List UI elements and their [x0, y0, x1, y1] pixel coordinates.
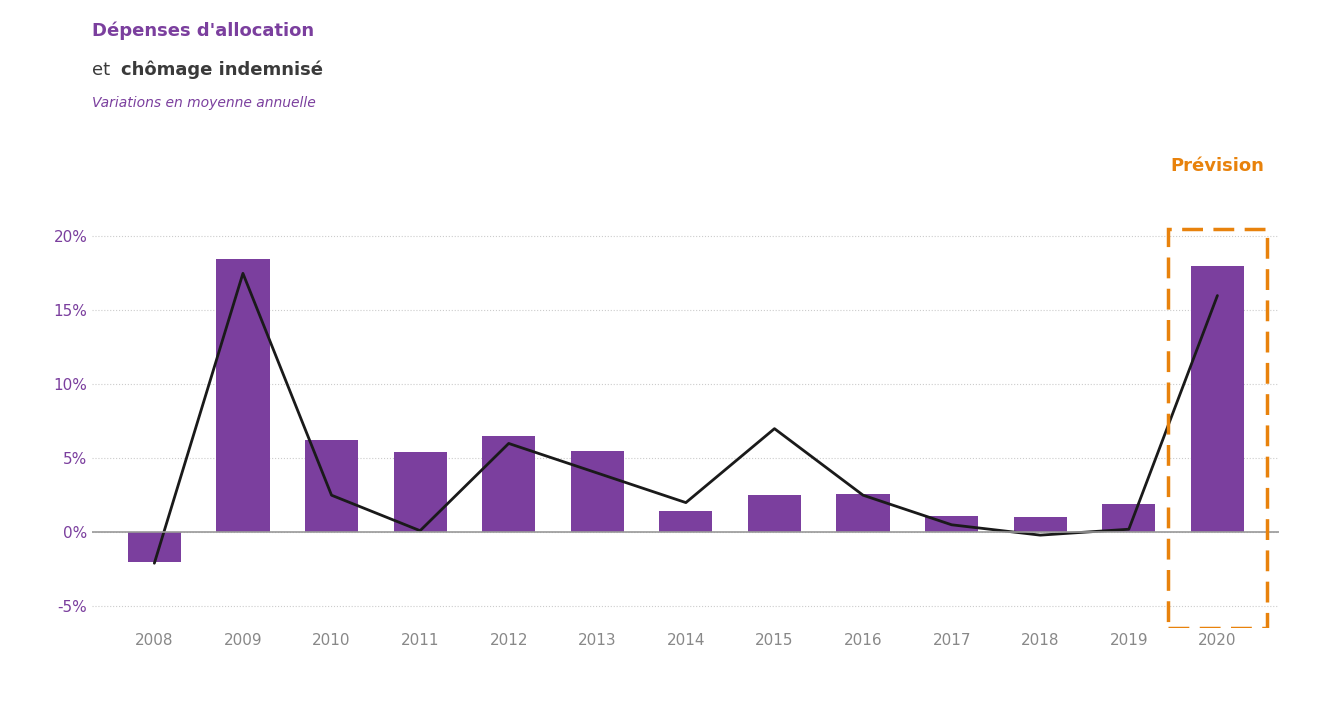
Bar [1103, 504, 1155, 532]
Bar [393, 453, 447, 532]
Legend: Dépenses d'allocation, Effectifs de chômeurs indemnisés: Dépenses d'allocation, Effectifs de chôm… [404, 708, 968, 714]
Text: Dépenses d'allocation: Dépenses d'allocation [92, 21, 314, 40]
Bar [483, 436, 536, 532]
Bar [1191, 266, 1244, 532]
Bar [836, 494, 889, 532]
Text: Variations en moyenne annuelle: Variations en moyenne annuelle [92, 96, 317, 111]
Bar [1167, 229, 1268, 628]
Bar [216, 258, 269, 532]
Bar [571, 451, 624, 532]
Bar [128, 532, 181, 562]
Bar [748, 496, 801, 532]
Text: et: et [92, 61, 116, 79]
Bar [660, 511, 712, 532]
Text: chômage indemnisé: chômage indemnisé [121, 61, 323, 79]
Bar [1014, 518, 1067, 532]
Bar [925, 516, 979, 532]
Text: Prévision: Prévision [1170, 157, 1265, 175]
Bar [305, 441, 357, 532]
